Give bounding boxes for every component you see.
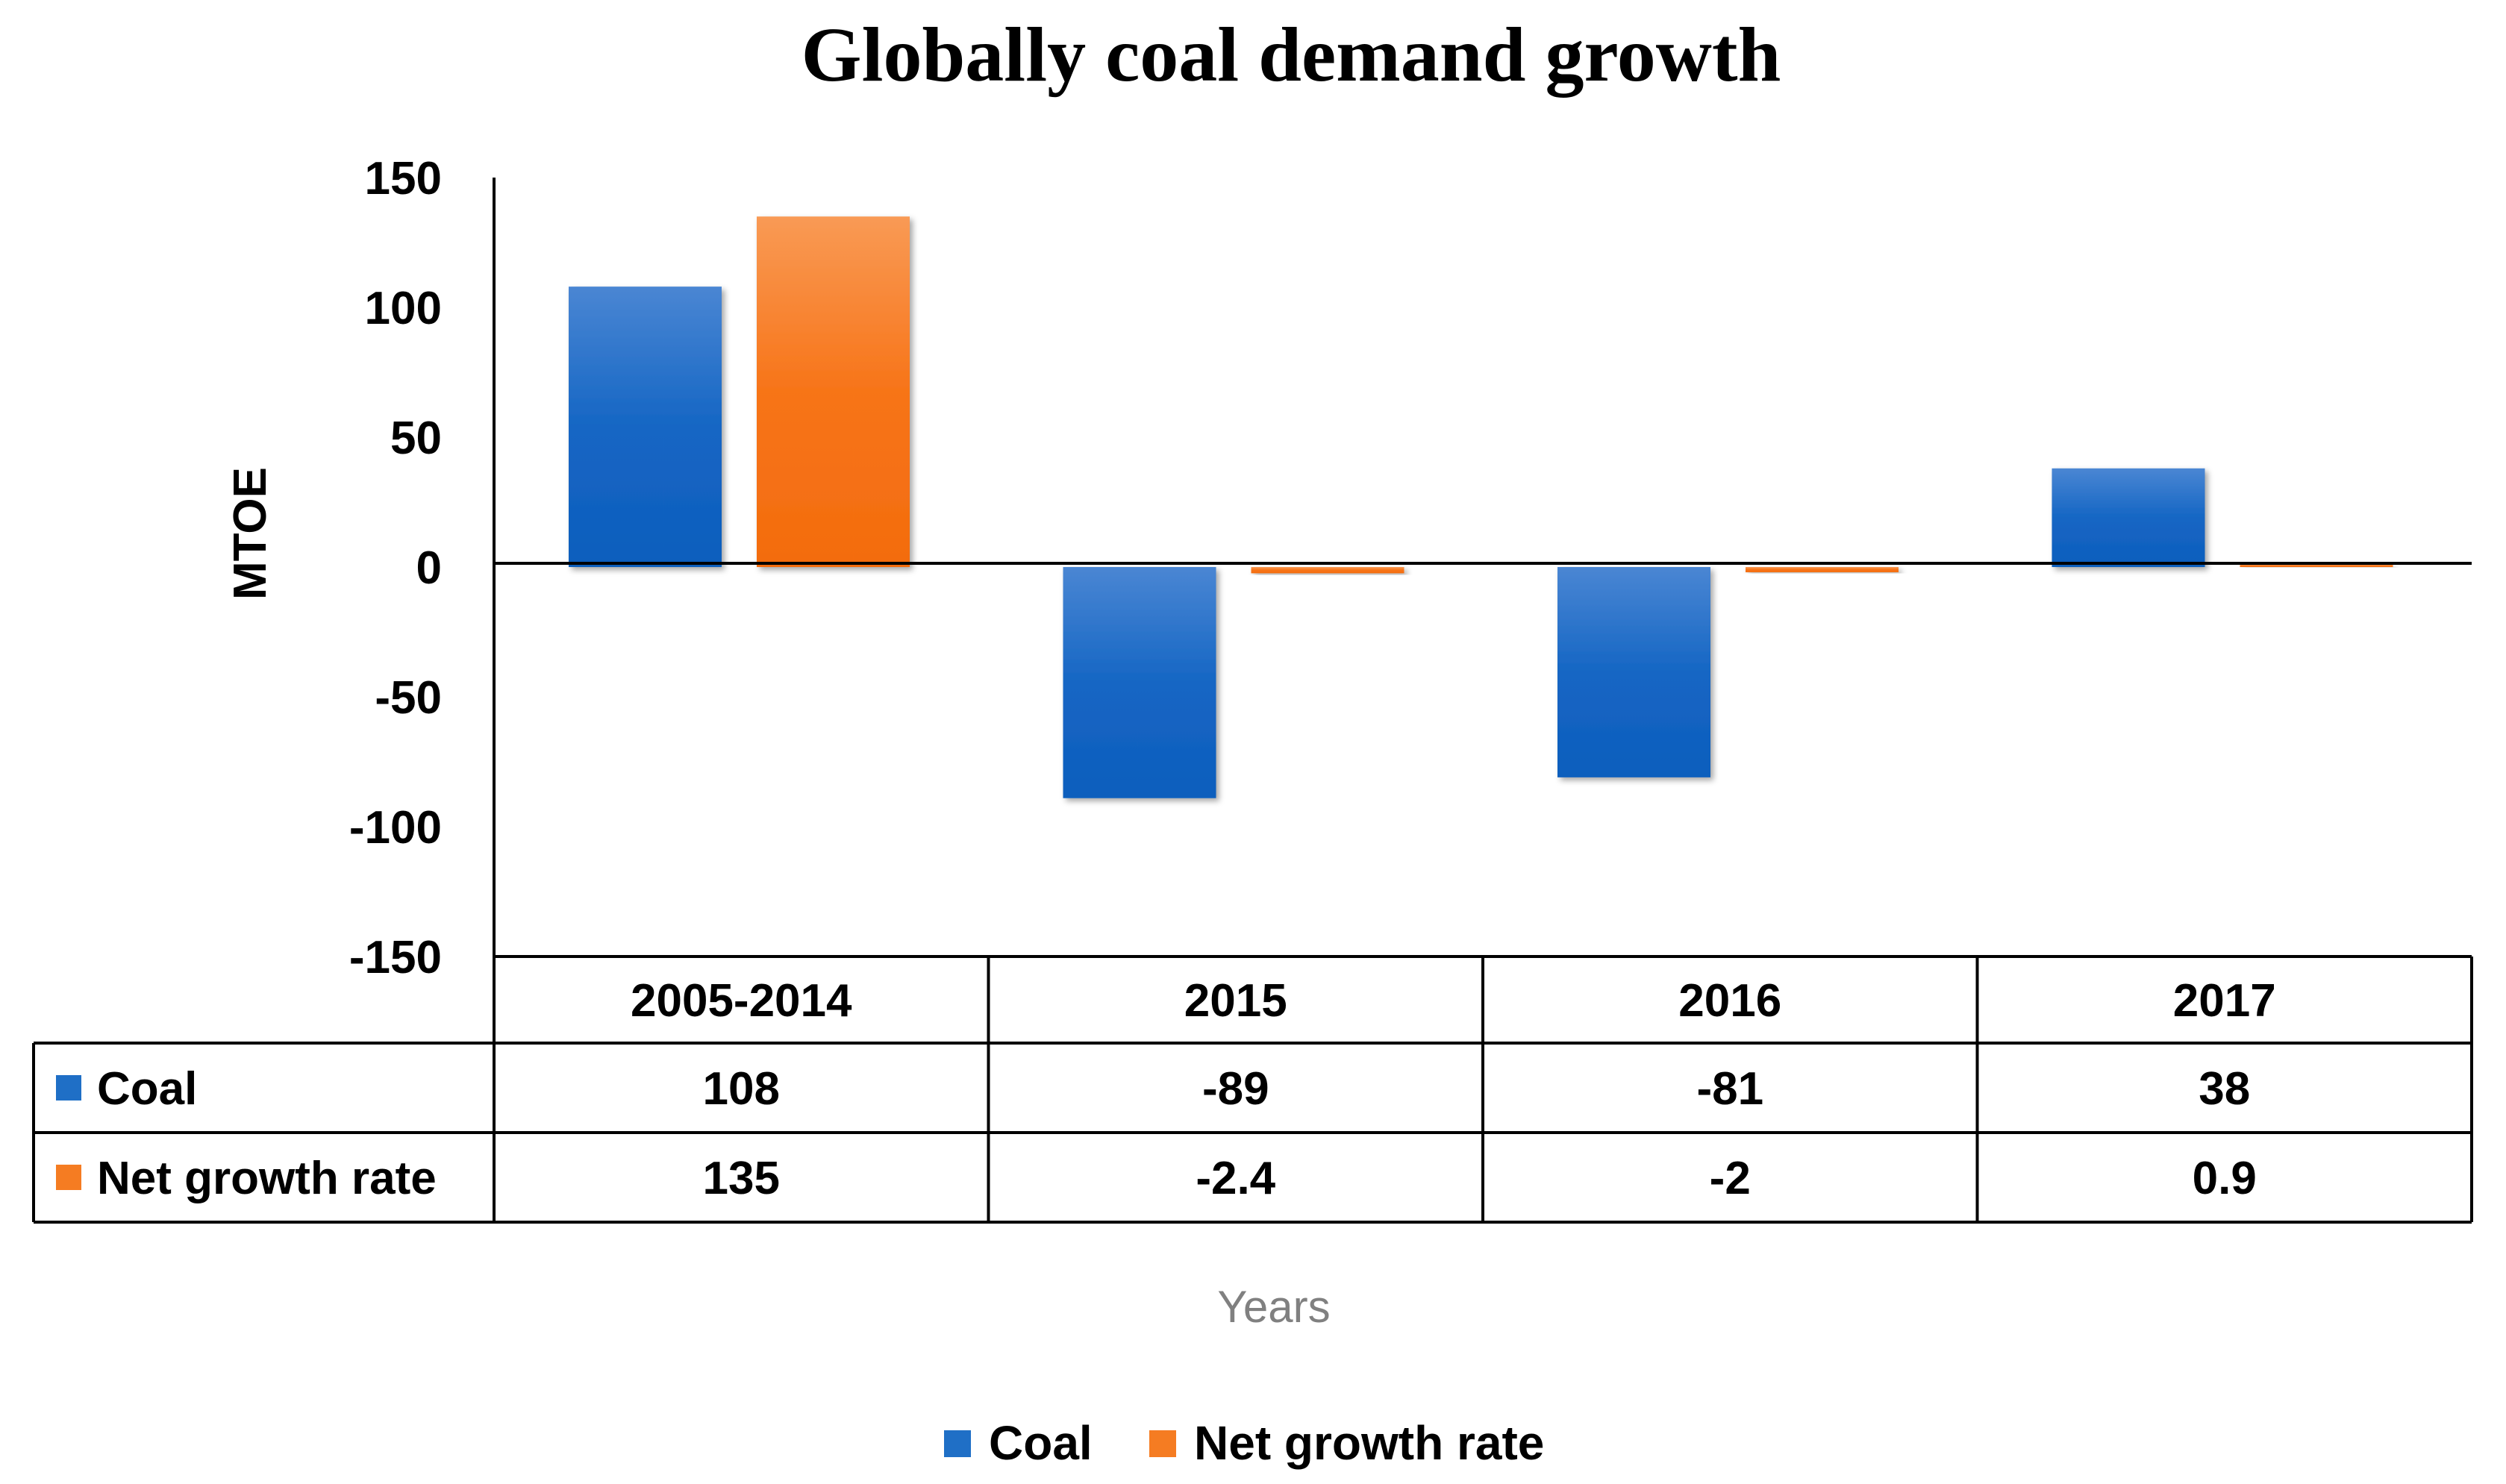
table-cell-coal-2016: -81 [1696, 1063, 1763, 1115]
table-cell-coal-2005-2014: 108 [703, 1063, 780, 1115]
bar-coal-2016 [1557, 567, 1710, 777]
bar-net-growth-rate-2005-2014 [757, 216, 910, 567]
bar-coal-2017 [2052, 468, 2205, 567]
table-row-label-net-growth-rate: Net growth rate [97, 1153, 437, 1204]
y-tick-label-4: -50 [375, 672, 442, 724]
table-cell-coal-2017: 38 [2199, 1063, 2250, 1115]
bar-coal-2015 [1063, 567, 1216, 798]
x-tick-label-2016: 2016 [1678, 975, 1781, 1027]
bars-layer [569, 216, 2393, 798]
table-grid [32, 955, 2473, 1224]
x-tick-label-2015: 2015 [1184, 975, 1287, 1027]
chart-title: Globally coal demand growth [802, 12, 1781, 98]
bar-net-growth-rate-2017 [2240, 564, 2393, 567]
legend: Coal Net growth rate [944, 1416, 1544, 1470]
table-cell-coal-2015: -89 [1202, 1063, 1269, 1115]
y-tick-label-6: -150 [349, 932, 442, 983]
y-axis-ticks: 150 100 50 0 -50 -100 -150 [349, 153, 442, 983]
table-cell-net-growth-rate-2015: -2.4 [1196, 1153, 1275, 1204]
y-tick-label-3: 0 [416, 542, 442, 594]
table-cell-net-growth-rate-2016: -2 [1710, 1153, 1751, 1204]
legend-key-net-growth-rate [1149, 1430, 1176, 1457]
bar-net-growth-rate-2015 [1251, 567, 1404, 574]
y-axis-label: MTOE [225, 467, 276, 600]
table-cell-net-growth-rate-2017: 0.9 [2193, 1153, 2257, 1204]
x-tick-label-2017: 2017 [2173, 975, 2276, 1027]
table-key-net-growth-rate [56, 1165, 81, 1190]
x-axis-label: Years [1217, 1282, 1330, 1332]
bar-net-growth-rate-2016 [1746, 567, 1899, 572]
y-tick-label-2: 50 [390, 413, 442, 464]
table-cells: 2005-2014 2015 2016 2017 Coal 108 -89 -81 38 Net … [56, 975, 2276, 1204]
y-tick-label-5: -100 [349, 802, 442, 854]
bar-coal-2005-2014 [569, 287, 722, 567]
table-row-label-coal: Coal [97, 1063, 197, 1115]
legend-label-coal: Coal [989, 1416, 1093, 1470]
table-key-coal [56, 1075, 81, 1101]
legend-label-net-growth-rate: Net growth rate [1194, 1416, 1544, 1470]
table-cell-net-growth-rate-2005-2014: 135 [703, 1153, 780, 1204]
data-table: 2005-2014 2015 2016 2017 Coal 108 -89 -81 38 Net … [32, 955, 2473, 1224]
x-tick-label-2005-2014: 2005-2014 [631, 975, 852, 1027]
y-tick-label-0: 150 [365, 153, 442, 204]
y-tick-label-1: 100 [365, 283, 442, 334]
legend-key-coal [944, 1430, 971, 1457]
